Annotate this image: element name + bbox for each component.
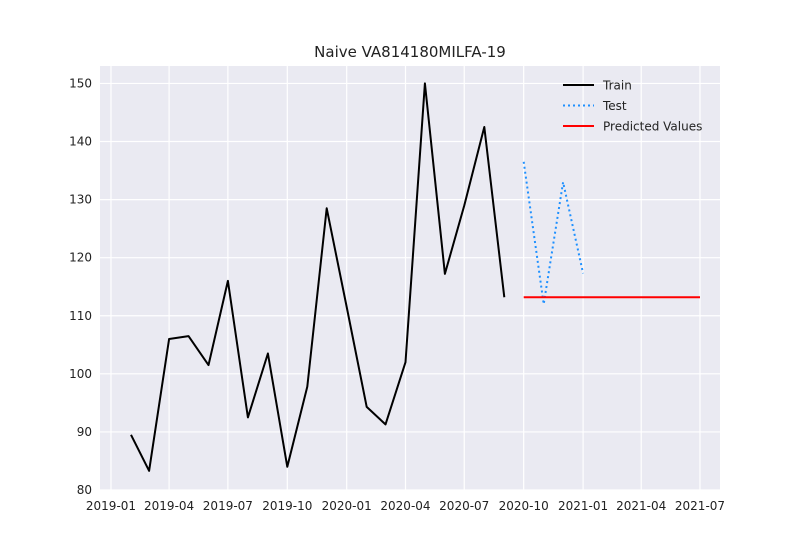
x-tick-label: 2019-10: [262, 499, 312, 513]
series-lines: [130, 82, 700, 472]
y-tick-label: 90: [77, 425, 92, 439]
x-tick-label: 2021-04: [616, 499, 666, 513]
x-tick-label: 2020-10: [499, 499, 549, 513]
y-tick-label: 130: [69, 193, 92, 207]
y-tick-label: 140: [69, 135, 92, 149]
legend-label: Test: [602, 99, 627, 113]
plot-area: [100, 66, 720, 490]
series-line-train: [130, 82, 506, 472]
y-tick-label: 110: [69, 309, 92, 323]
y-tick-label: 80: [77, 483, 92, 497]
x-tick-label: 2020-01: [322, 499, 372, 513]
x-tick-label: 2020-04: [380, 499, 430, 513]
tick-labels: 2019-01 2019-04 2019-07 2019-10 2020-01 2020-…: [69, 76, 725, 513]
x-tick-label: 2021-07: [675, 499, 725, 513]
legend: Train Test Predicted Values: [563, 79, 702, 134]
y-tick-label: 120: [69, 251, 92, 265]
y-tick-label: 100: [69, 367, 92, 381]
x-tick-label: 2021-01: [558, 499, 608, 513]
x-tick-label: 2019-07: [203, 499, 253, 513]
legend-label: Predicted Values: [603, 120, 702, 134]
x-tick-label: 2019-01: [86, 499, 136, 513]
x-tick-label: 2020-07: [439, 499, 489, 513]
legend-label: Train: [602, 79, 632, 93]
x-tick-label: 2019-04: [144, 499, 194, 513]
series-line-test: [522, 161, 585, 306]
gridlines: [100, 66, 720, 491]
chart-title: Naive VA814180MILFA-19: [314, 43, 506, 61]
y-tick-label: 150: [69, 76, 92, 90]
